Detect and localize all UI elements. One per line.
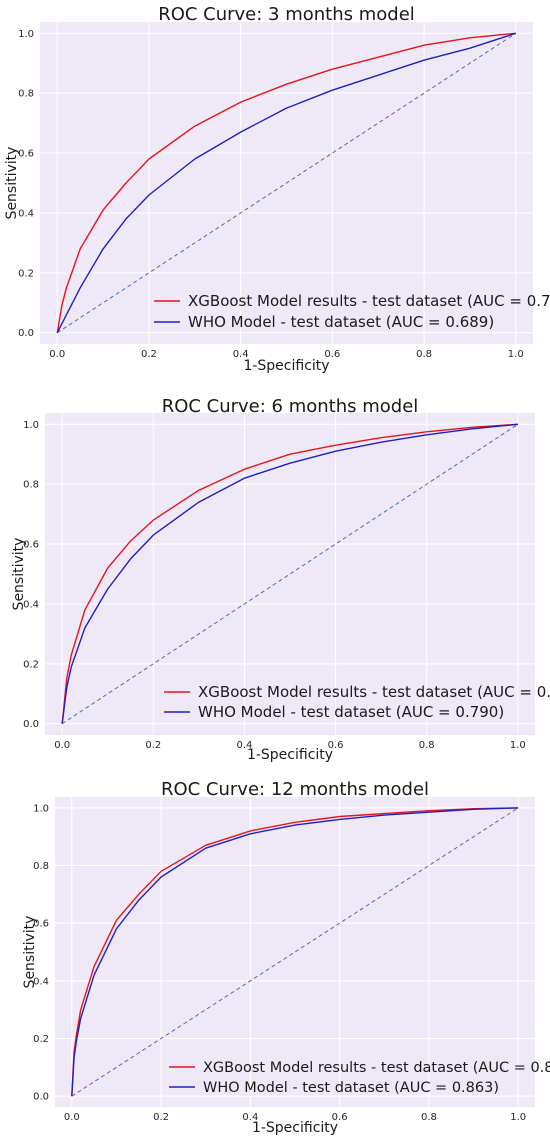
y-tick-label: 0.8: [18, 89, 34, 100]
legend-label-who: WHO Model - test dataset (AUC = 0.790): [198, 703, 504, 721]
chart-title: ROC Curve: 3 months model: [158, 4, 415, 25]
y-tick-label: 0.6: [18, 149, 34, 160]
x-tick-label: 0.0: [49, 349, 65, 360]
x-tick-label: 0.8: [419, 740, 435, 751]
x-tick-label: 0.2: [153, 1112, 169, 1123]
series-line-xgb: [61, 423, 518, 724]
y-tick-label: 0.6: [23, 540, 39, 551]
x-tick-label: 0.0: [54, 740, 70, 751]
x-tick-label: 1.0: [510, 740, 526, 751]
y-tick-label: 0.4: [33, 976, 49, 987]
x-tick-label: 0.6: [324, 349, 340, 360]
legend-label-who: WHO Model - test dataset (AUC = 0.863): [203, 1080, 499, 1096]
y-tick-label: 0.2: [23, 659, 39, 670]
y-tick-label: 0.8: [33, 861, 49, 872]
legend-label-xgb: XGBoost Model results - test dataset (AU…: [198, 683, 550, 701]
x-axis-label: 1-Specificity: [252, 1120, 338, 1136]
y-tick-label: 0.4: [23, 599, 39, 610]
roc-chart-1: 0.0 0.0 0.2 0.2 0.4 0.4 0.6 0.6 0.8 0.8 1.0 1.0 ROC …: [4, 4, 550, 374]
series-line-xgb: [56, 32, 516, 333]
y-tick-label: 0.6: [33, 919, 49, 930]
x-tick-label: 1.0: [508, 349, 524, 360]
x-tick-label: 0.6: [332, 1112, 348, 1123]
x-tick-label: 0.2: [145, 740, 161, 751]
y-axis-label: Sensitivity: [4, 147, 20, 220]
roc-chart-3: 0.0 0.0 0.2 0.2 0.4 0.4 0.6 0.6 0.8 0.8 1.0 1.0 ROC …: [22, 779, 550, 1136]
x-axis-label: 1-Specificity: [247, 747, 333, 763]
y-tick-label: 1.0: [18, 29, 34, 40]
y-tick-label: 1.0: [33, 803, 49, 814]
legend: XGBoost Model results - test dataset (AU…: [169, 1060, 550, 1096]
x-tick-label: 0.8: [416, 349, 432, 360]
series-line-xgb: [71, 807, 519, 1097]
x-tick-label: 0.8: [421, 1112, 437, 1123]
y-axis-label: Sensitivity: [22, 916, 38, 989]
y-tick-label: 0.0: [33, 1092, 49, 1103]
series-line-who: [71, 807, 519, 1097]
chance-diagonal-line: [71, 807, 519, 1097]
chance-diagonal-line: [56, 32, 517, 334]
legend: XGBoost Model results - test dataset (AU…: [154, 292, 550, 331]
x-tick-label: 0.0: [64, 1112, 80, 1123]
y-tick-label: 0.2: [18, 268, 34, 279]
series-line-who: [61, 423, 518, 724]
y-tick-label: 0.8: [23, 480, 39, 491]
y-tick-label: 0.4: [18, 208, 34, 219]
y-tick-label: 1.0: [23, 420, 39, 431]
legend-label-who: WHO Model - test dataset (AUC = 0.689): [188, 313, 494, 331]
series-line-who: [56, 32, 516, 334]
legend-label-xgb: XGBoost Model results - test dataset (AU…: [203, 1060, 550, 1076]
y-tick-label: 0.0: [18, 328, 34, 339]
x-tick-label: 0.6: [328, 740, 344, 751]
y-axis-label: Sensitivity: [11, 538, 27, 611]
y-tick-label: 0.0: [23, 719, 39, 730]
y-tick-label: 0.2: [33, 1034, 49, 1045]
x-axis-label: 1-Specificity: [243, 358, 329, 374]
chart-title: ROC Curve: 12 months model: [161, 779, 429, 800]
legend-label-xgb: XGBoost Model results - test dataset (AU…: [188, 292, 550, 310]
x-tick-label: 0.4: [233, 349, 249, 360]
chart-title: ROC Curve: 6 months model: [162, 396, 419, 417]
x-tick-label: 1.0: [510, 1112, 526, 1123]
roc-chart-2: 0.0 0.0 0.2 0.2 0.4 0.4 0.6 0.6 0.8 0.8 1.0 1.0 ROC …: [11, 396, 550, 763]
x-tick-label: 0.4: [236, 740, 252, 751]
x-tick-label: 0.2: [141, 349, 157, 360]
legend: XGBoost Model results - test dataset (AU…: [164, 683, 550, 721]
x-tick-label: 0.4: [242, 1112, 258, 1123]
